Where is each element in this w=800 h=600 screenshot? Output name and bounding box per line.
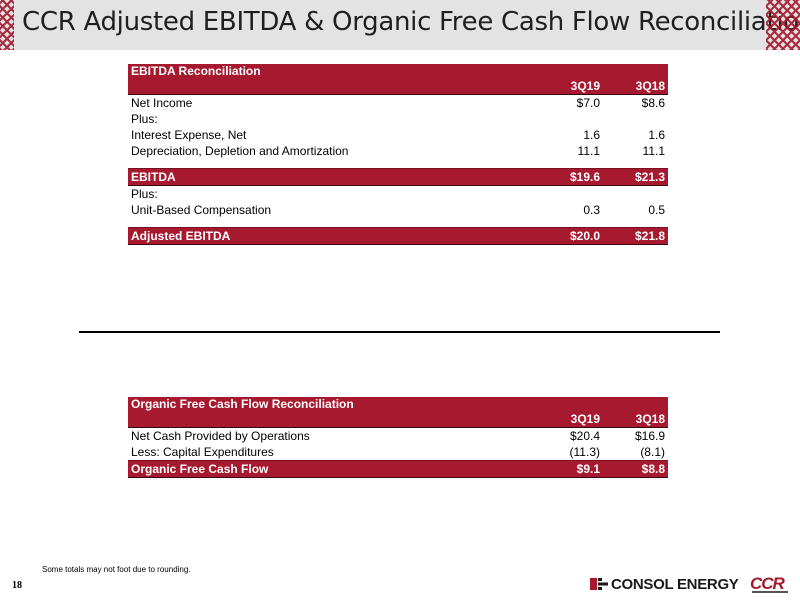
table-row: Unit-Based Compensation 0.3 0.5 — [128, 202, 668, 218]
ccr-logo-text: CCR — [750, 574, 785, 593]
page-number: 18 — [12, 580, 22, 591]
row-value-3q19: $19.6 — [538, 168, 603, 186]
row-label: EBITDA — [128, 168, 538, 186]
table-header-row: Organic Free Cash Flow Reconciliation — [128, 397, 668, 412]
organic-free-cash-flow-table: Organic Free Cash Flow Reconciliation 3Q… — [128, 397, 668, 478]
consol-energy-logo: CONSOL ENERGY — [590, 575, 739, 593]
row-value-3q18: 1.6 — [648, 128, 665, 142]
row-label: Adjusted EBITDA — [128, 227, 538, 245]
table-header-row: EBITDA Reconciliation — [128, 64, 668, 79]
row-value-3q18: $8.6 — [641, 96, 665, 110]
row-value-3q18: $21.8 — [603, 227, 668, 245]
row-label: Net Income — [131, 96, 193, 110]
adjusted-ebitda-total-row: Adjusted EBITDA $20.0 $21.8 — [128, 227, 668, 245]
footnote: Some totals may not foot due to rounding… — [42, 565, 191, 574]
ccr-logo-underline — [752, 591, 788, 593]
ebitda-subtotal-row: EBITDA $19.6 $21.3 — [128, 168, 668, 186]
title-bar: CCR Adjusted EBITDA & Organic Free Cash … — [0, 0, 800, 50]
row-value-3q19: $20.4 — [569, 429, 600, 443]
column-header-3q19: 3Q19 — [538, 79, 603, 95]
table-row: Net Cash Provided by Operations $20.4 $1… — [128, 428, 668, 445]
section-divider — [79, 331, 720, 333]
row-label: Depreciation, Depletion and Amortization — [131, 144, 349, 158]
ebitda-reconciliation-table: EBITDA Reconciliation 3Q19 3Q18 Net Inco… — [128, 64, 668, 245]
row-value-3q18: $16.9 — [634, 429, 665, 443]
row-label: Plus: — [131, 187, 158, 201]
row-value-3q19: $7.0 — [576, 96, 600, 110]
row-value-3q18 — [603, 186, 668, 203]
table-row: Net Income $7.0 $8.6 — [128, 95, 668, 112]
row-value-3q19: $20.0 — [538, 227, 603, 245]
row-value-3q18: (8.1) — [640, 445, 665, 459]
row-value-3q18: $21.3 — [603, 168, 668, 186]
slide-title: CCR Adjusted EBITDA & Organic Free Cash … — [22, 7, 800, 37]
consol-mark-icon — [590, 576, 608, 592]
column-header-3q18: 3Q18 — [603, 412, 668, 428]
table-title: EBITDA Reconciliation — [128, 64, 538, 79]
row-label: Less: Capital Expenditures — [131, 445, 274, 459]
row-value-3q19 — [538, 111, 603, 127]
row-value-3q18: 11.1 — [642, 144, 665, 158]
row-value-3q19: 1.6 — [583, 128, 600, 142]
column-header-3q18: 3Q18 — [603, 79, 668, 95]
column-header-row: 3Q19 3Q18 — [128, 412, 668, 428]
row-label: Interest Expense, Net — [131, 128, 247, 142]
table-row: Less: Capital Expenditures (11.3) (8.1) — [128, 444, 668, 461]
ccr-logo: CCR — [748, 574, 792, 596]
row-value-3q18: $8.8 — [603, 460, 668, 478]
row-label: Unit-Based Compensation — [131, 203, 272, 217]
organic-free-cash-flow-total-row: Organic Free Cash Flow $9.1 $8.8 — [128, 460, 668, 478]
row-value-3q19: (11.3) — [569, 445, 600, 459]
row-value-3q18 — [603, 111, 668, 127]
row-label: Plus: — [131, 112, 158, 126]
row-value-3q19 — [538, 186, 603, 203]
table-row: Plus: — [128, 111, 668, 127]
column-header-row: 3Q19 3Q18 — [128, 79, 668, 95]
row-label: Organic Free Cash Flow — [128, 460, 538, 478]
consol-logo-text: CONSOL ENERGY — [611, 575, 739, 593]
row-value-3q18: 0.5 — [648, 203, 665, 217]
row-value-3q19: 11.1 — [577, 144, 600, 158]
table-row: Depreciation, Depletion and Amortization… — [128, 143, 668, 159]
row-value-3q19: $9.1 — [538, 460, 603, 478]
table-title: Organic Free Cash Flow Reconciliation — [128, 397, 538, 412]
table-row: Plus: — [128, 186, 668, 203]
decorative-hatch-right — [766, 0, 800, 50]
row-value-3q19: 0.3 — [583, 203, 600, 217]
table-row: Interest Expense, Net 1.6 1.6 — [128, 127, 668, 143]
row-label: Net Cash Provided by Operations — [131, 429, 310, 443]
decorative-hatch-left — [0, 0, 14, 50]
column-header-3q19: 3Q19 — [538, 412, 603, 428]
